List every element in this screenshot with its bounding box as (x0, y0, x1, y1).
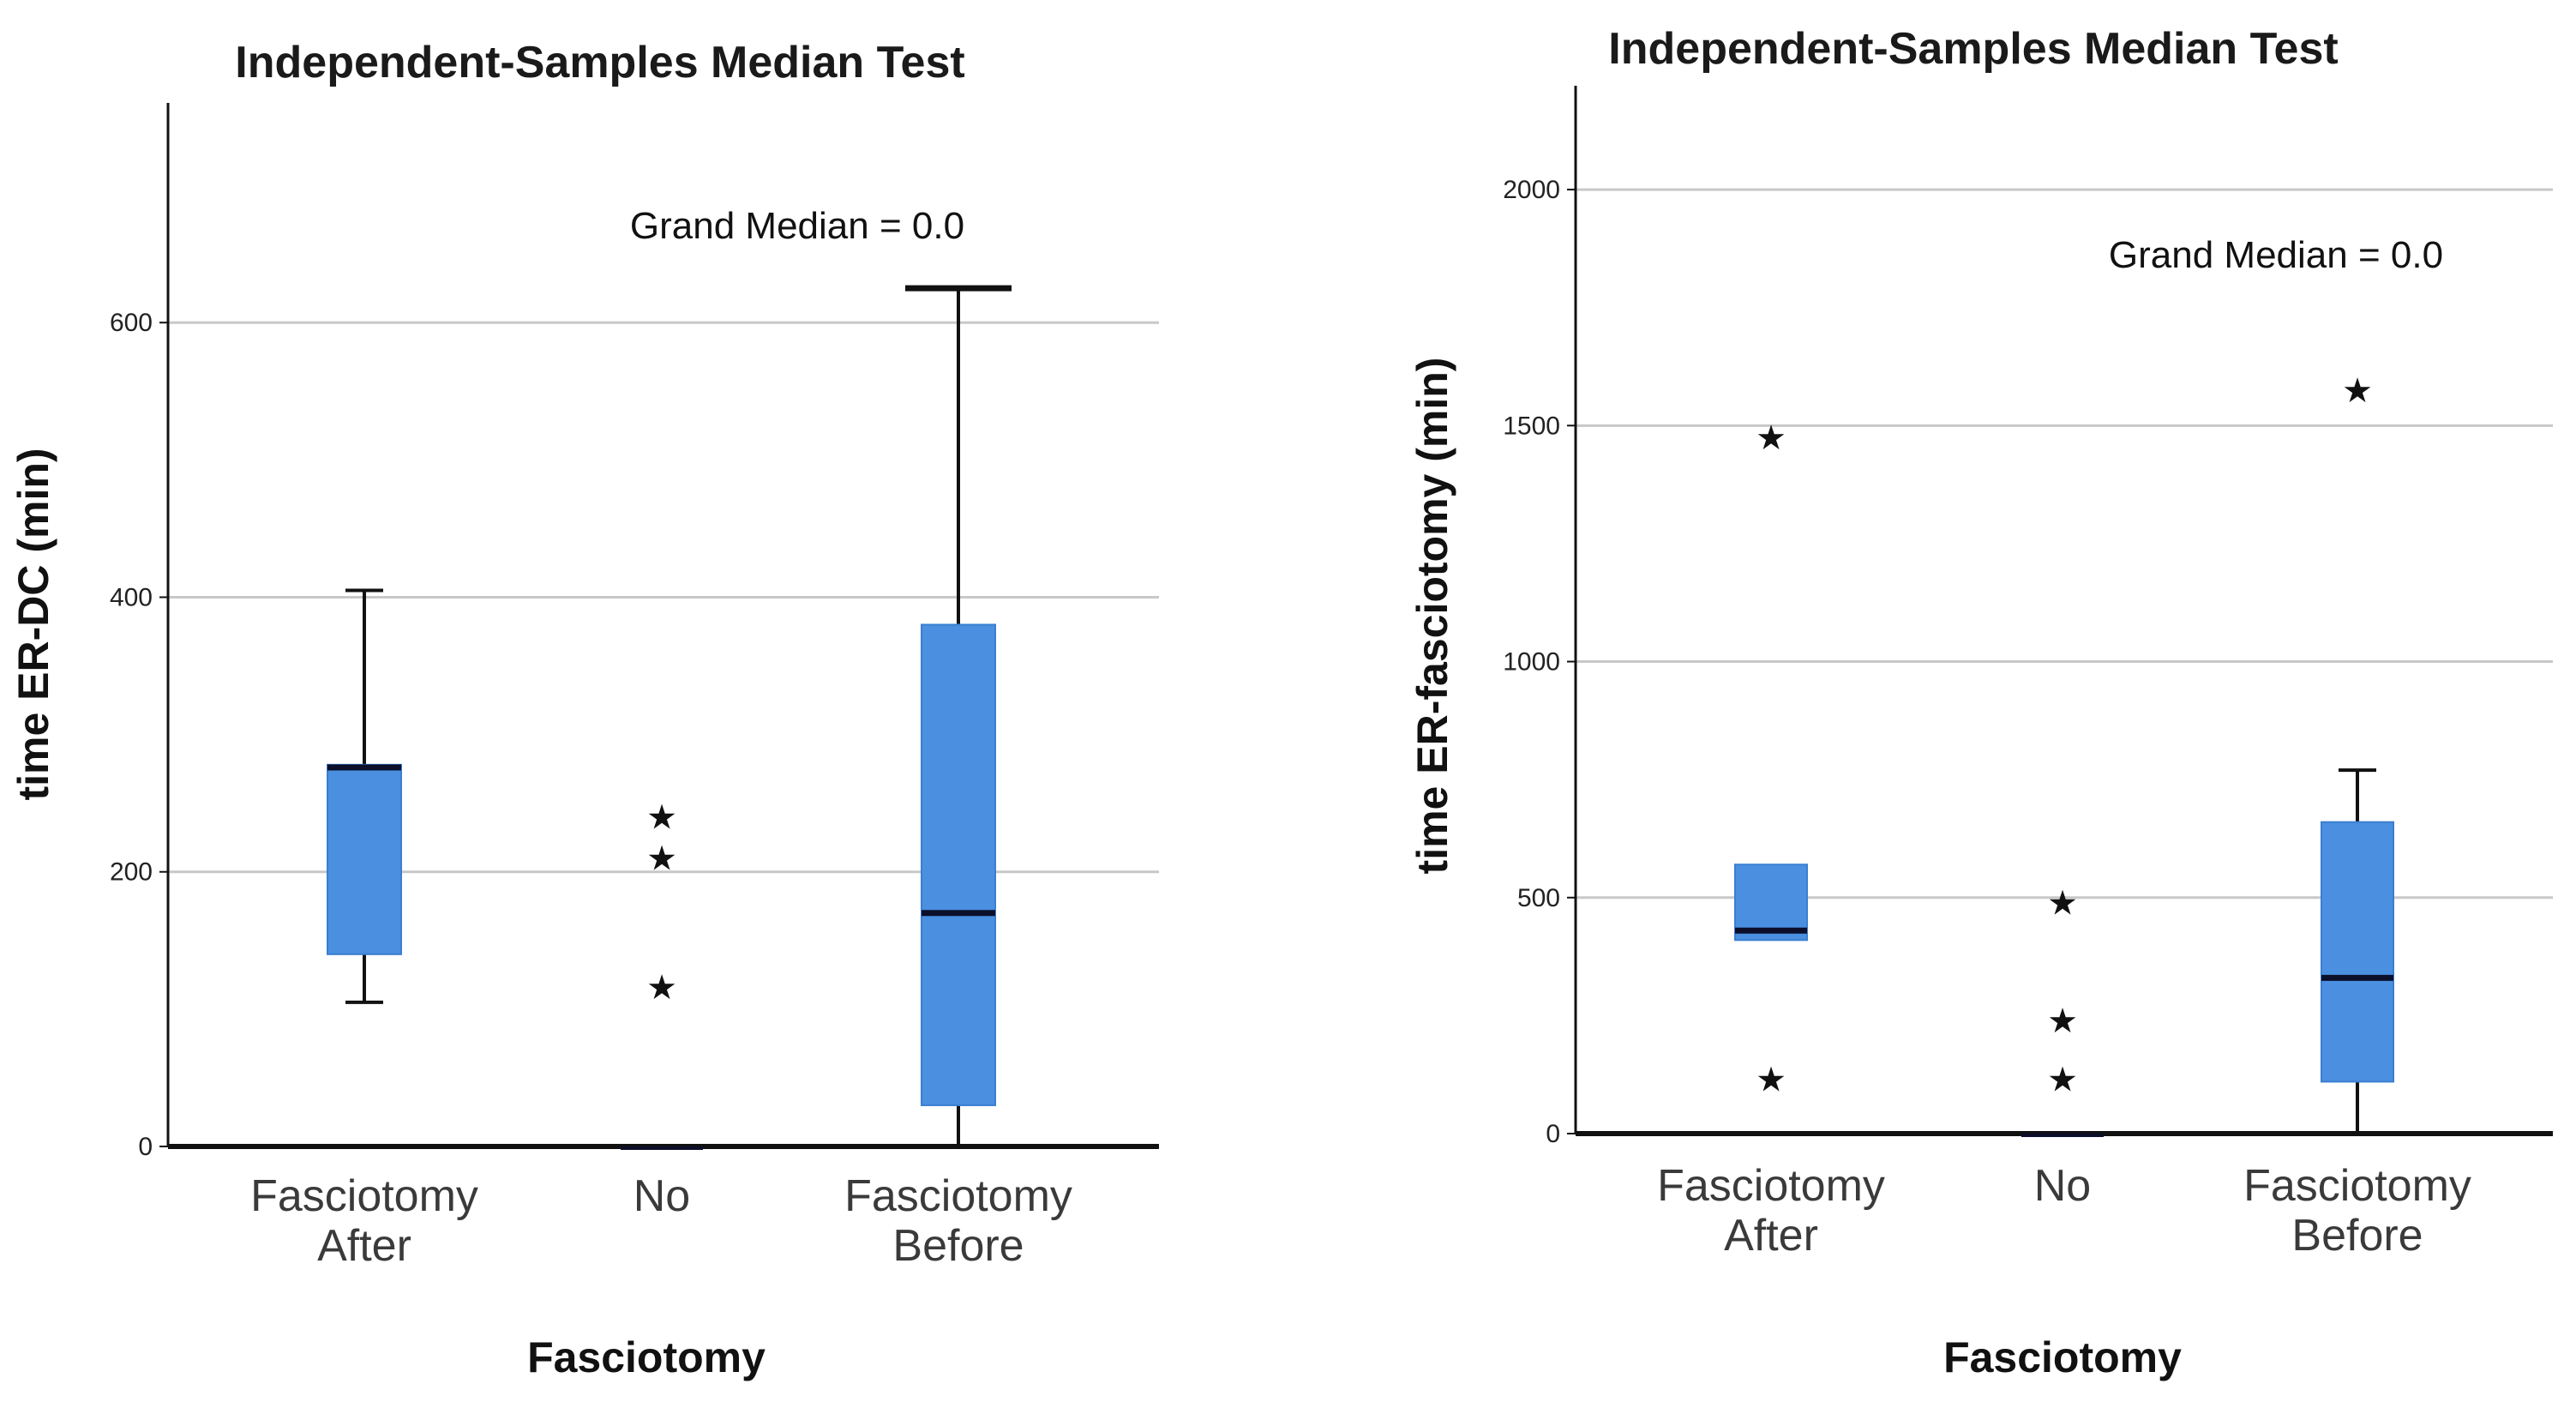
y-tick-label: 1000 (1503, 648, 1560, 677)
grand-median-annotation: Grand Median = 0.0 (630, 205, 964, 247)
chart-title: Independent-Samples Median Test (235, 38, 964, 87)
x-axis-title: Fasciotomy (1943, 1333, 2182, 1381)
box (1734, 863, 1808, 942)
y-axis-title: time ER-fasciotomy (min) (1408, 358, 1456, 875)
y-tick-label: 0 (138, 1133, 153, 1161)
y-axis-title: time ER-DC (min) (9, 448, 57, 800)
y-tick-label: 600 (110, 309, 153, 337)
outlier-marker: ★ (2047, 884, 2078, 922)
x-category-label: After (1724, 1211, 1818, 1261)
x-category-label: No (2034, 1161, 2091, 1211)
x-category-label: Fasciotomy (2243, 1161, 2471, 1211)
x-category-label: After (317, 1221, 411, 1271)
outlier-marker: ★ (2047, 1062, 2078, 1099)
x-category-label: Before (892, 1221, 1024, 1271)
y-tick-label: 1500 (1503, 412, 1560, 440)
x-category-label: Fasciotomy (250, 1171, 478, 1221)
x-category-label: Before (2291, 1211, 2423, 1261)
outlier-marker: ★ (2047, 1002, 2078, 1040)
grand-median-annotation: Grand Median = 0.0 (2109, 234, 2443, 276)
outlier-marker: ★ (646, 799, 677, 837)
chart-title: Independent-Samples Median Test (1608, 24, 2338, 74)
x-category-label: No (633, 1171, 690, 1221)
y-tick-label: 400 (110, 583, 153, 611)
outlier-marker: ★ (1756, 419, 1786, 457)
x-category-label: Fasciotomy (1657, 1161, 1885, 1211)
box (327, 763, 402, 955)
outlier-marker: ★ (646, 840, 677, 878)
x-category-label: Fasciotomy (844, 1171, 1072, 1221)
outlier-marker: ★ (646, 969, 677, 1007)
outlier-marker: ★ (1756, 1062, 1786, 1099)
y-tick-label: 200 (110, 858, 153, 887)
y-tick-label: 2000 (1503, 176, 1560, 204)
y-tick-label: 0 (1546, 1120, 1560, 1148)
box (921, 623, 996, 1106)
x-axis-title: Fasciotomy (527, 1333, 766, 1381)
box (2321, 821, 2394, 1083)
outlier-marker: ★ (2342, 372, 2373, 410)
y-tick-label: 500 (1517, 884, 1560, 912)
